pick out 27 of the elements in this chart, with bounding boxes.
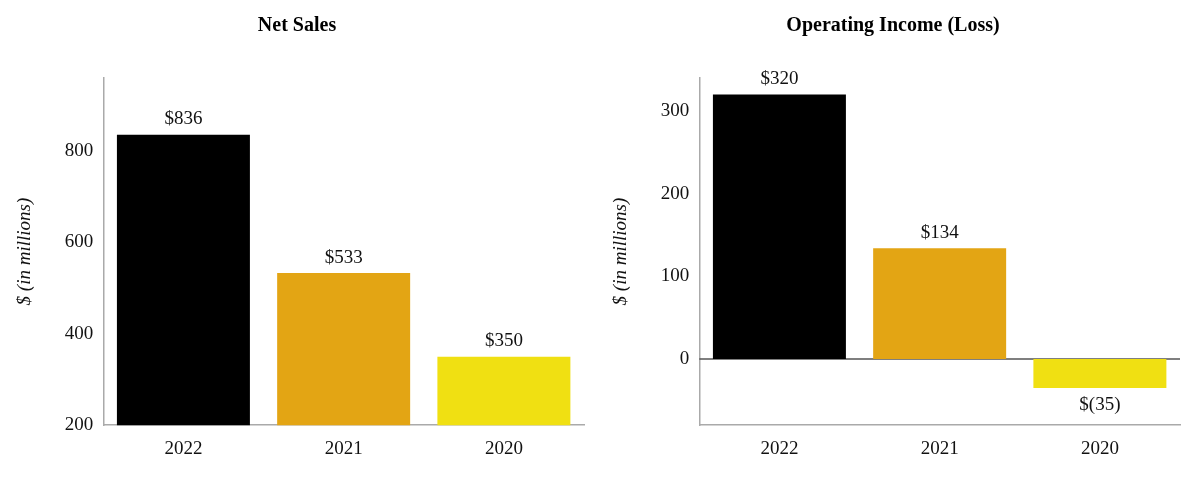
x-tick-label: 2021 bbox=[324, 436, 363, 458]
data-label: $134 bbox=[920, 220, 960, 242]
y-tick-label: 400 bbox=[64, 321, 94, 343]
bar bbox=[873, 248, 1007, 360]
y-tick-label: 800 bbox=[64, 139, 94, 161]
data-label: $533 bbox=[324, 245, 363, 267]
y-tick-label: 200 bbox=[64, 413, 94, 435]
x-tick-label: 2020 bbox=[1080, 436, 1119, 458]
bar bbox=[1033, 359, 1167, 388]
chart-title: Net Sales bbox=[257, 13, 337, 36]
y-tick-label: 100 bbox=[660, 264, 690, 286]
y-tick-label: 0 bbox=[679, 347, 690, 369]
y-axis-title: $ (in millions) bbox=[609, 197, 632, 306]
data-label: $350 bbox=[484, 329, 523, 351]
data-label: $(35) bbox=[1079, 393, 1121, 416]
x-tick-label: 2021 bbox=[920, 436, 959, 458]
x-tick-label: 2022 bbox=[760, 436, 799, 458]
data-label: $836 bbox=[164, 107, 203, 129]
x-tick-label: 2020 bbox=[484, 436, 523, 458]
y-axis-title: $ (in millions) bbox=[13, 197, 36, 306]
x-tick-label: 2022 bbox=[164, 436, 203, 458]
chart-title: Operating Income (Loss) bbox=[786, 13, 1000, 37]
y-tick-label: 600 bbox=[64, 230, 94, 252]
y-tick-label: 300 bbox=[660, 99, 690, 121]
bar bbox=[712, 94, 846, 360]
y-tick-label: 200 bbox=[660, 181, 690, 203]
data-label: $320 bbox=[760, 67, 799, 89]
